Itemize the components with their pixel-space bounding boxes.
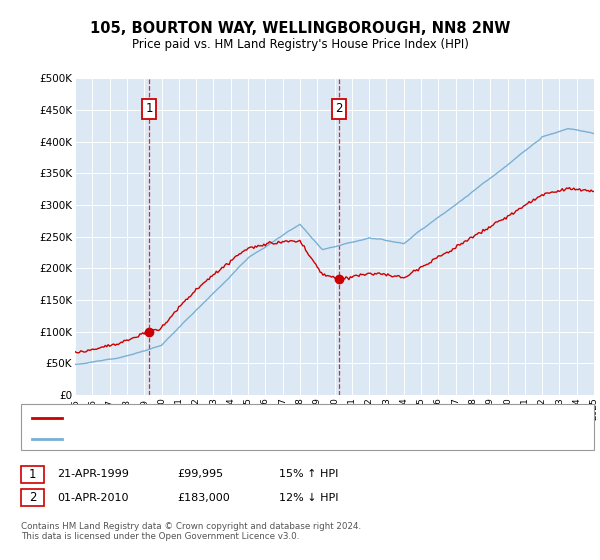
Text: 15% ↑ HPI: 15% ↑ HPI xyxy=(279,469,338,479)
Text: 01-APR-2010: 01-APR-2010 xyxy=(57,493,128,503)
Text: £183,000: £183,000 xyxy=(177,493,230,503)
Text: 105, BOURTON WAY, WELLINGBOROUGH, NN8 2NW: 105, BOURTON WAY, WELLINGBOROUGH, NN8 2N… xyxy=(90,21,510,36)
Text: HPI: Average price, detached house, North Northamptonshire: HPI: Average price, detached house, Nort… xyxy=(69,434,375,444)
Text: 2: 2 xyxy=(335,102,343,115)
Text: Price paid vs. HM Land Registry's House Price Index (HPI): Price paid vs. HM Land Registry's House … xyxy=(131,38,469,51)
Text: 21-APR-1999: 21-APR-1999 xyxy=(57,469,129,479)
Text: 12% ↓ HPI: 12% ↓ HPI xyxy=(279,493,338,503)
Text: £99,995: £99,995 xyxy=(177,469,223,479)
Text: 105, BOURTON WAY, WELLINGBOROUGH, NN8 2NW (detached house): 105, BOURTON WAY, WELLINGBOROUGH, NN8 2N… xyxy=(69,413,417,423)
Text: Contains HM Land Registry data © Crown copyright and database right 2024.
This d: Contains HM Land Registry data © Crown c… xyxy=(21,522,361,542)
Text: 2: 2 xyxy=(29,491,36,505)
Text: 1: 1 xyxy=(146,102,153,115)
Text: 1: 1 xyxy=(29,468,36,481)
